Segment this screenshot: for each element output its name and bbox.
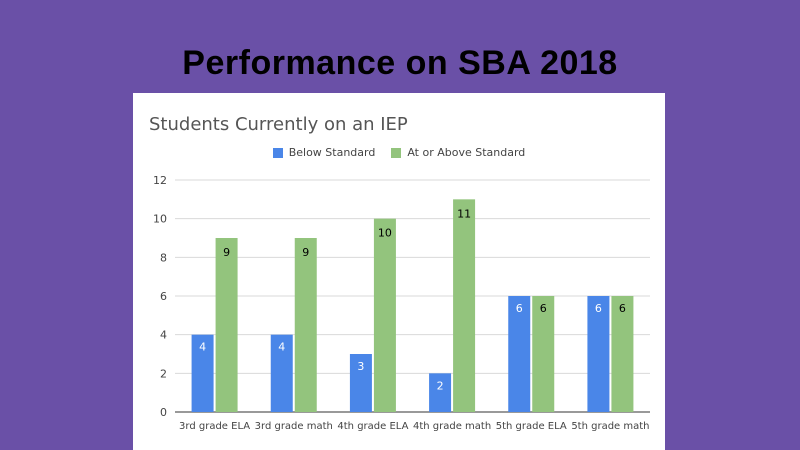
- x-tick-label: 3rd grade math: [255, 421, 333, 432]
- legend-label-below-standard: Below Standard: [288, 146, 376, 159]
- bar-below-standard: [270, 334, 293, 412]
- data-label: 3: [357, 360, 364, 373]
- x-tick-label: 4th grade math: [413, 421, 491, 432]
- bar-at-or-above-standard: [453, 199, 476, 412]
- legend-swatch-below-standard: [272, 147, 283, 158]
- y-tick-label: 2: [160, 367, 167, 380]
- data-label: 10: [378, 227, 392, 240]
- bar-below-standard: [587, 296, 610, 412]
- y-tick-label: 0: [160, 406, 167, 419]
- chart-card: 0 2 4 6 8 10 12 4 9 3rd grade ELA 4 9 3rd grade math…: [133, 93, 665, 450]
- data-label: 9: [302, 246, 309, 259]
- bar-below-standard: [508, 296, 531, 412]
- bar-at-or-above-standard: [532, 296, 555, 412]
- data-label: 11: [457, 207, 471, 220]
- legend-label-at-or-above-standard: At or Above Standard: [407, 146, 526, 159]
- y-tick-label: 10: [153, 213, 167, 226]
- x-tick-label: 4th grade ELA: [337, 421, 408, 432]
- chart-legend: Below Standard At or Above Standard: [133, 146, 665, 159]
- y-tick-label: 8: [160, 251, 167, 264]
- legend-item-below-standard: Below Standard: [272, 146, 376, 159]
- slide-title: Performance on SBA 2018: [182, 44, 618, 82]
- data-label: 4: [278, 341, 285, 354]
- x-tick-label: 3rd grade ELA: [179, 421, 250, 432]
- bar-below-standard: [191, 334, 214, 412]
- data-label: 6: [516, 302, 523, 315]
- bar-below-standard: [429, 373, 452, 412]
- data-label: 2: [437, 379, 444, 392]
- legend-item-at-or-above-standard: At or Above Standard: [391, 146, 525, 159]
- data-label: 6: [595, 302, 602, 315]
- data-label: 6: [619, 302, 626, 315]
- x-tick-label: 5th grade math: [571, 421, 649, 432]
- y-tick-label: 12: [153, 174, 167, 187]
- bar-at-or-above-standard: [611, 296, 634, 412]
- bar-below-standard: [349, 354, 372, 412]
- bar-chart: 0 2 4 6 8 10 12 4 9 3rd grade ELA 4 9 3rd grade math…: [153, 174, 650, 432]
- data-label: 9: [223, 246, 230, 259]
- legend-swatch-at-or-above-standard: [391, 147, 402, 158]
- y-tick-label: 6: [160, 290, 167, 303]
- y-tick-label: 4: [160, 329, 167, 342]
- chart-title: Students Currently on an IEP: [149, 114, 408, 135]
- data-label: 6: [540, 302, 547, 315]
- x-tick-label: 5th grade ELA: [496, 421, 567, 432]
- data-label: 4: [199, 341, 206, 354]
- bar-at-or-above-standard: [373, 218, 396, 412]
- bar-at-or-above-standard: [215, 238, 238, 412]
- bar-at-or-above-standard: [294, 238, 317, 412]
